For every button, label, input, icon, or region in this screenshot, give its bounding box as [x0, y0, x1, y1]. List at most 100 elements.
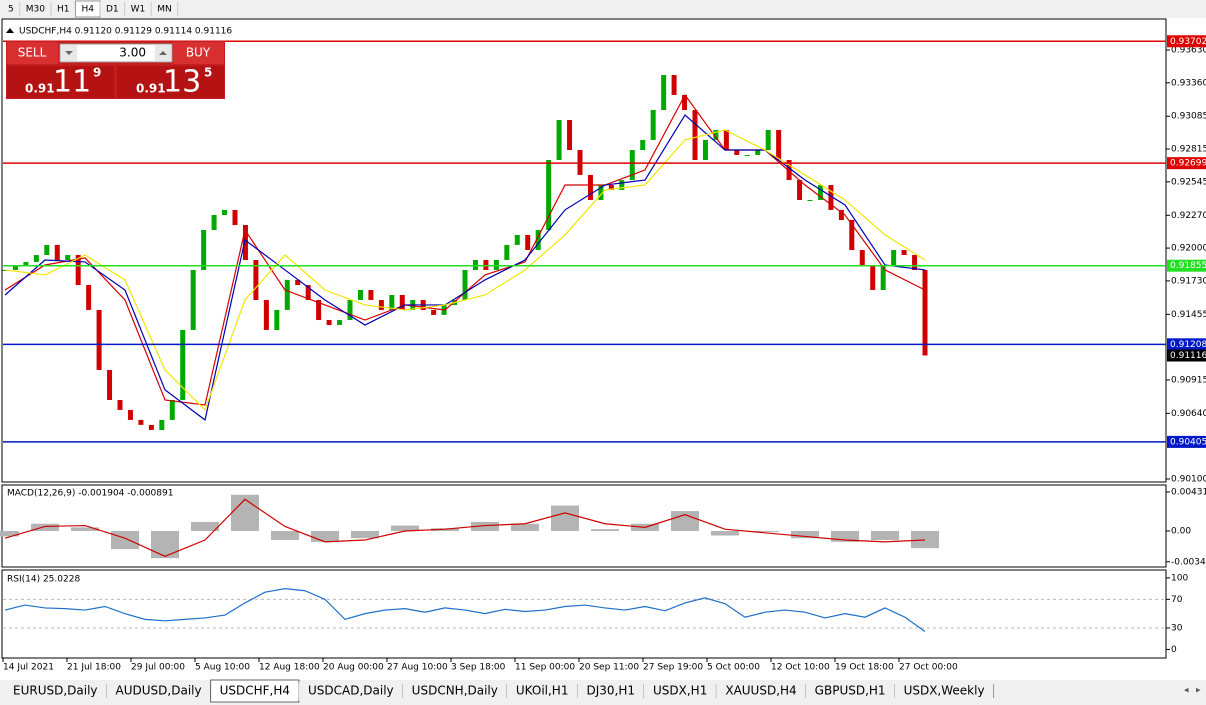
y-tick-label: 0.90640: [1171, 409, 1206, 419]
y-tick-label: 0.00: [1171, 526, 1191, 536]
tab-bg[interactable]: [299, 682, 403, 701]
collapse-arrow[interactable]: [6, 28, 14, 33]
candle: [723, 129, 729, 151]
bid-pips: 11: [53, 65, 91, 100]
bid-box[interactable]: [7, 66, 114, 98]
timeframe[interactable]: H4: [81, 5, 94, 15]
timeframe[interactable]: D1: [106, 5, 119, 15]
timeframe[interactable]: MN: [157, 5, 172, 15]
candle: [431, 309, 437, 315]
candle: [629, 150, 635, 181]
timeframe[interactable]: M30: [26, 5, 45, 15]
candle: [159, 419, 165, 430]
tab[interactable]: USDCHF,H4: [220, 684, 290, 698]
x-tick-label: 29 Jul 00:00: [131, 663, 185, 673]
candle: [117, 399, 123, 410]
candle: [849, 220, 855, 251]
macd-bar: [471, 521, 499, 531]
sell-button[interactable]: [7, 42, 58, 64]
buy-button[interactable]: [173, 42, 224, 64]
one-click-panel: SELL 3.00 BUY 0.91 11 9 0.91 13 5: [6, 41, 225, 100]
candle: [222, 209, 228, 216]
level-label: 0.93702: [1170, 37, 1206, 47]
candle: [807, 199, 813, 201]
tab-bg[interactable]: [506, 682, 578, 701]
level-label-bg: [1167, 259, 1206, 272]
candle: [525, 234, 531, 251]
timeframe[interactable]: H1: [57, 5, 70, 15]
x-tick-label: 20 Sep 11:00: [579, 663, 639, 673]
x-tick-label: 11 Sep 00:00: [515, 663, 575, 673]
tab[interactable]: DJ30,H1: [586, 684, 635, 698]
tab-bg[interactable]: [106, 682, 211, 701]
macd-bar: [31, 523, 59, 531]
tab-bg[interactable]: [577, 682, 644, 701]
candle: [891, 250, 897, 265]
ask-box[interactable]: [117, 66, 224, 98]
timeframe[interactable]: 5: [8, 5, 14, 15]
macd-bar: [551, 505, 579, 531]
y-tick-label: 0.90915: [1171, 375, 1206, 385]
moving-average: [4, 129, 926, 412]
candle: [901, 250, 907, 256]
tab[interactable]: XAUUSD,H4: [725, 684, 796, 698]
timeframe[interactable]: W1: [131, 5, 146, 15]
candle: [23, 261, 29, 265]
price-label-bg: [1167, 349, 1206, 362]
tab[interactable]: USDX,H1: [653, 684, 707, 698]
y-tick-label: 30: [1171, 623, 1183, 633]
y-tick-label: 0.93085: [1171, 112, 1206, 122]
tab-bg[interactable]: [4, 682, 107, 701]
level-label: 0.91855: [1170, 261, 1206, 271]
y-tick-label: 0.92815: [1171, 145, 1206, 155]
y-tick-label: 0.92000: [1171, 244, 1206, 254]
lots-input[interactable]: [59, 43, 173, 63]
macd-bar: [671, 511, 699, 531]
up-arrow: [159, 51, 167, 55]
buy-label[interactable]: BUY: [186, 46, 211, 60]
tab-bg[interactable]: [805, 682, 895, 701]
tab[interactable]: AUDUSD,Daily: [116, 684, 202, 698]
macd-bar: [351, 530, 379, 539]
tab-bg[interactable]: [402, 682, 507, 701]
y-tick-label: 0.93630: [1171, 46, 1206, 56]
tab-bg[interactable]: [716, 682, 806, 701]
sell-label[interactable]: SELL: [18, 46, 47, 60]
level-label: 0.90405: [1170, 437, 1206, 447]
candle: [640, 139, 646, 151]
candle: [619, 180, 625, 190]
tab[interactable]: USDX,Weekly: [904, 684, 985, 698]
candle: [284, 279, 290, 310]
tab-bg[interactable]: [644, 682, 717, 701]
tab-scroll-left[interactable]: ◂: [1184, 686, 1189, 696]
candle: [755, 150, 761, 156]
candle: [253, 259, 259, 300]
tab[interactable]: GBPUSD,H1: [815, 684, 886, 698]
candle: [127, 409, 133, 420]
tab-bg[interactable]: [894, 682, 994, 701]
macd-bar: [871, 530, 899, 541]
x-tick-label: 21 Jul 18:00: [67, 663, 121, 673]
y-tick-label: 100: [1171, 573, 1188, 583]
macd-bar: [271, 530, 299, 541]
y-tick-label: 0.00431: [1171, 487, 1206, 497]
rsi-line: [4, 587, 926, 633]
tab[interactable]: USDCAD,Daily: [308, 684, 394, 698]
candle: [274, 309, 280, 330]
candle: [12, 264, 18, 270]
tab[interactable]: UKOil,H1: [516, 684, 569, 698]
tabs: EURUSD,Daily AUDUSD,Daily USDCHF,H4 USDCAD,…: [4, 679, 995, 703]
candle: [546, 159, 552, 230]
macd-bar: [191, 521, 219, 531]
tab[interactable]: USDCNH,Daily: [412, 684, 498, 698]
candle: [357, 290, 363, 300]
tab[interactable]: EURUSD,Daily: [13, 684, 98, 698]
tab-scroll-right[interactable]: ▸: [1196, 686, 1201, 696]
macd-bar: [751, 530, 779, 532]
candle: [504, 244, 510, 260]
y-tick-label: 0: [1171, 645, 1177, 655]
candle: [692, 110, 698, 160]
level-label-bg: [1167, 157, 1206, 170]
candle: [65, 255, 71, 260]
lots-value[interactable]: 3.00: [119, 46, 146, 60]
